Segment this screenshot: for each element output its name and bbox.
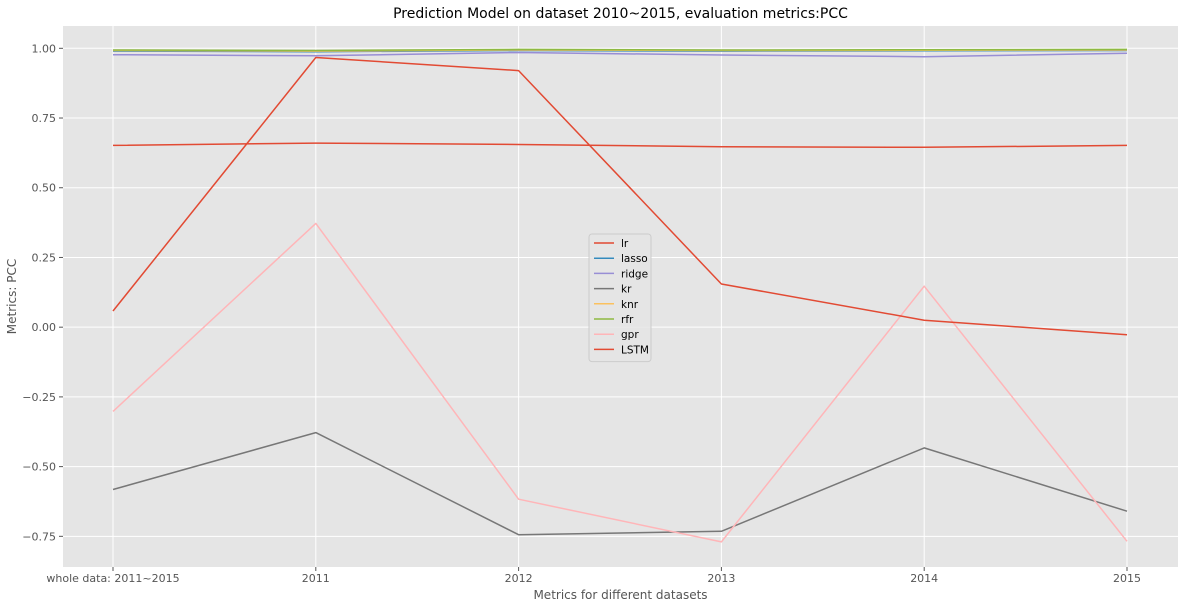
y-tick-label: −0.25 <box>22 391 56 404</box>
axes: −0.75 −0.50 −0.25 0.00 0.25 0.50 0.75 1.00 whole… <box>22 42 1141 585</box>
legend-label: gpr <box>621 329 639 341</box>
y-tick-label: −0.50 <box>22 461 56 474</box>
y-tick-label: 0.00 <box>32 321 57 334</box>
y-tick-label: −0.75 <box>22 530 56 543</box>
series-line-lr <box>112 142 1128 149</box>
grid <box>63 26 1178 567</box>
x-tick-label: 2015 <box>1113 572 1141 585</box>
legend-label: rfr <box>621 314 634 326</box>
x-axis-label: Metrics for different datasets <box>533 588 707 602</box>
legend-box <box>588 233 652 363</box>
legend: lr lasso ridge kr knr rfr gpr LSTM <box>588 233 652 363</box>
x-tick-label: 2013 <box>707 572 735 585</box>
y-tick-label: 0.50 <box>32 182 57 195</box>
x-tick-label: 2014 <box>910 572 938 585</box>
legend-label: lr <box>621 238 629 250</box>
legend-label: kr <box>621 284 632 296</box>
y-tick-label: 0.75 <box>32 112 57 125</box>
legend-label: lasso <box>621 253 648 265</box>
x-tick-label: 2012 <box>505 572 533 585</box>
x-tick-label: whole data: 2011~2015 <box>46 572 179 585</box>
series-line-gpr <box>112 222 1128 543</box>
legend-label: knr <box>621 299 639 311</box>
series-line-ridge <box>112 51 1128 58</box>
y-tick-label: 0.25 <box>32 251 57 264</box>
series-line-kr <box>112 431 1128 536</box>
series-line-lstm <box>112 56 1128 336</box>
y-axis-label: Metrics: PCC <box>5 259 19 334</box>
chart-title: Prediction Model on dataset 2010~2015, e… <box>393 6 848 22</box>
legend-label: LSTM <box>621 344 649 356</box>
x-tick-label: 2011 <box>302 572 330 585</box>
legend-label: ridge <box>621 268 648 280</box>
series-lines <box>112 48 1128 543</box>
series-line-rfr <box>112 48 1128 52</box>
y-tick-label: 1.00 <box>32 42 57 55</box>
